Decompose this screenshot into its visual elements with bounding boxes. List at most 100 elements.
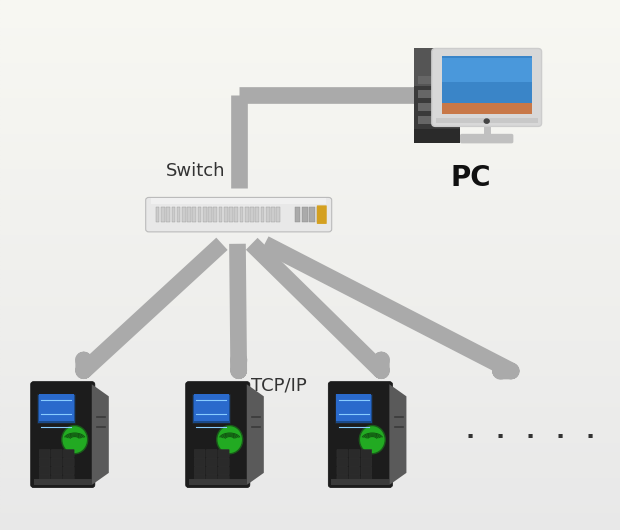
Bar: [0, 9, 620, 13]
Circle shape: [484, 119, 489, 123]
Bar: [0, 102, 620, 106]
FancyBboxPatch shape: [266, 207, 270, 222]
FancyBboxPatch shape: [63, 449, 74, 457]
FancyBboxPatch shape: [418, 103, 458, 111]
FancyBboxPatch shape: [317, 207, 322, 222]
FancyBboxPatch shape: [203, 207, 206, 222]
FancyBboxPatch shape: [177, 207, 180, 222]
Bar: [0, 234, 620, 238]
FancyBboxPatch shape: [206, 467, 217, 475]
FancyBboxPatch shape: [418, 90, 458, 98]
Bar: [0, 44, 620, 49]
Bar: [0, 190, 620, 195]
Bar: [0, 428, 620, 433]
Bar: [0, 335, 620, 340]
Polygon shape: [389, 384, 407, 485]
Bar: [0, 486, 620, 490]
FancyBboxPatch shape: [418, 76, 458, 84]
Bar: [0, 424, 620, 428]
FancyBboxPatch shape: [39, 458, 50, 466]
Bar: [0, 402, 620, 407]
Bar: [0, 53, 620, 57]
FancyBboxPatch shape: [460, 134, 513, 144]
Bar: [0, 22, 620, 26]
FancyBboxPatch shape: [63, 475, 74, 483]
Bar: [0, 137, 620, 142]
Bar: [0, 66, 620, 70]
Bar: [0, 318, 620, 322]
Bar: [0, 296, 620, 301]
FancyBboxPatch shape: [51, 458, 62, 466]
FancyBboxPatch shape: [255, 207, 259, 222]
FancyBboxPatch shape: [271, 207, 275, 222]
Bar: [0, 75, 620, 80]
Bar: [0, 398, 620, 402]
FancyBboxPatch shape: [63, 467, 74, 475]
FancyBboxPatch shape: [192, 394, 229, 422]
FancyBboxPatch shape: [229, 207, 233, 222]
FancyBboxPatch shape: [218, 449, 229, 457]
FancyBboxPatch shape: [218, 467, 229, 475]
FancyBboxPatch shape: [335, 394, 372, 422]
Text: PC: PC: [451, 164, 492, 192]
Bar: [0, 301, 620, 305]
FancyBboxPatch shape: [146, 198, 332, 232]
Bar: [0, 420, 620, 424]
FancyBboxPatch shape: [33, 479, 92, 485]
FancyBboxPatch shape: [337, 467, 348, 475]
FancyBboxPatch shape: [317, 205, 327, 224]
Bar: [0, 155, 620, 159]
Bar: [0, 110, 620, 115]
FancyBboxPatch shape: [206, 458, 217, 466]
Bar: [0, 282, 620, 287]
Bar: [0, 305, 620, 309]
FancyBboxPatch shape: [277, 207, 280, 222]
Bar: [0, 499, 620, 504]
FancyBboxPatch shape: [250, 207, 254, 222]
Bar: [0, 460, 620, 464]
FancyBboxPatch shape: [218, 475, 229, 483]
Bar: [0, 433, 620, 437]
FancyBboxPatch shape: [361, 449, 372, 457]
FancyBboxPatch shape: [186, 382, 250, 488]
FancyBboxPatch shape: [166, 207, 170, 222]
Bar: [0, 26, 620, 31]
Bar: [0, 195, 620, 199]
Bar: [0, 371, 620, 375]
Bar: [0, 93, 620, 97]
FancyBboxPatch shape: [349, 449, 360, 457]
Bar: [0, 97, 620, 102]
Bar: [0, 4, 620, 9]
FancyBboxPatch shape: [245, 207, 249, 222]
Bar: [0, 132, 620, 137]
Bar: [0, 349, 620, 354]
FancyBboxPatch shape: [182, 207, 185, 222]
Bar: [0, 31, 620, 36]
FancyBboxPatch shape: [349, 458, 360, 466]
Bar: [0, 331, 620, 335]
Bar: [0, 163, 620, 168]
FancyBboxPatch shape: [194, 475, 205, 483]
FancyBboxPatch shape: [194, 467, 205, 475]
Bar: [0, 278, 620, 282]
Bar: [0, 146, 620, 150]
Bar: [0, 123, 620, 128]
Bar: [0, 261, 620, 265]
Bar: [0, 269, 620, 274]
FancyBboxPatch shape: [337, 475, 348, 483]
Bar: [0, 517, 620, 521]
Bar: [0, 89, 620, 93]
Bar: [0, 441, 620, 446]
FancyBboxPatch shape: [193, 394, 229, 420]
Bar: [0, 49, 620, 53]
FancyBboxPatch shape: [206, 475, 217, 483]
FancyBboxPatch shape: [213, 207, 217, 222]
FancyBboxPatch shape: [361, 475, 372, 483]
FancyBboxPatch shape: [414, 129, 460, 143]
Bar: [0, 221, 620, 225]
Bar: [0, 314, 620, 318]
Bar: [0, 504, 620, 508]
Bar: [0, 393, 620, 398]
FancyBboxPatch shape: [198, 207, 202, 222]
Bar: [0, 274, 620, 278]
